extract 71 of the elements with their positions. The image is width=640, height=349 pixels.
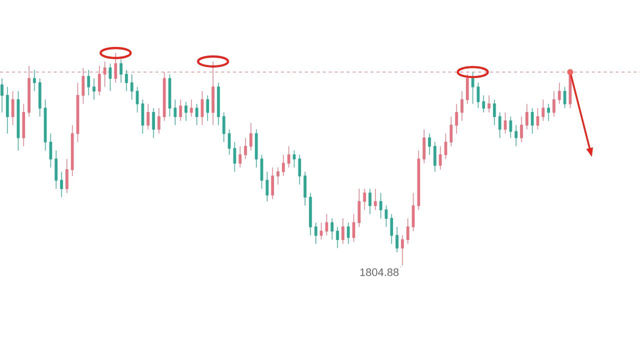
candlestick	[38, 78, 42, 117]
text: 1804.88	[360, 268, 399, 276]
candlestick	[282, 154, 285, 176]
candlestick	[254, 128, 258, 168]
candlestick	[158, 108, 160, 134]
candlestick	[271, 167, 274, 200]
candlestick	[406, 218, 410, 244]
candlestick	[249, 122, 252, 151]
candlestick	[547, 104, 550, 122]
candlestick	[152, 108, 155, 138]
candlestick	[433, 142, 436, 172]
candlestick	[11, 90, 14, 126]
candlestick	[460, 90, 464, 122]
candlestick	[514, 124, 518, 147]
candlestick	[276, 167, 280, 185]
candlestick	[22, 104, 26, 147]
candlestick	[70, 124, 74, 176]
candlestick	[146, 104, 150, 130]
candlestick	[206, 95, 210, 122]
candlestick	[304, 171, 306, 206]
candlestick	[314, 222, 318, 244]
candlestick	[363, 188, 366, 210]
candlestick	[120, 59, 122, 84]
candlestick	[509, 116, 512, 138]
candlestick	[488, 95, 490, 113]
candlestick	[358, 188, 361, 228]
candlestick	[525, 104, 528, 130]
candlestick	[238, 146, 242, 168]
candlestick	[60, 171, 63, 198]
candlestick	[330, 218, 334, 240]
candlestick	[244, 137, 247, 160]
candlestick	[0, 78, 4, 113]
candlestick	[368, 188, 372, 214]
candlestick	[542, 99, 545, 122]
candlestick	[520, 116, 523, 142]
candlestick	[346, 222, 350, 244]
candlestick	[498, 112, 502, 138]
candlestick	[6, 86, 9, 134]
candlestick	[396, 226, 398, 253]
candlestick	[54, 150, 58, 190]
candlestick	[125, 70, 128, 92]
candlestick	[341, 218, 344, 244]
candlestick	[552, 90, 556, 117]
candlestick	[493, 99, 496, 126]
candlestick	[417, 150, 420, 210]
candlestick	[190, 99, 193, 117]
candlestick	[401, 235, 404, 266]
candlestick	[309, 192, 312, 236]
candlestick	[336, 226, 339, 248]
candlestick	[450, 116, 453, 147]
candlestick	[558, 82, 561, 104]
candlestick	[455, 104, 458, 134]
candlestick	[530, 108, 534, 134]
candlestick	[438, 146, 442, 170]
candlestick	[87, 70, 90, 96]
candlestick	[390, 214, 394, 244]
candlestick	[266, 171, 269, 202]
candlestick	[298, 154, 302, 185]
candlestick	[374, 188, 377, 210]
candlestick	[130, 74, 134, 100]
candlestick	[184, 101, 188, 122]
candlestick	[92, 78, 96, 100]
candlestick	[174, 99, 177, 126]
candlestick	[222, 112, 226, 142]
candlestick	[33, 70, 36, 92]
candlestick	[217, 82, 220, 126]
candlestick	[66, 158, 68, 194]
candlestick	[428, 133, 431, 156]
candlestick	[179, 99, 182, 122]
candlestick	[482, 95, 486, 113]
candlestick	[422, 128, 426, 164]
